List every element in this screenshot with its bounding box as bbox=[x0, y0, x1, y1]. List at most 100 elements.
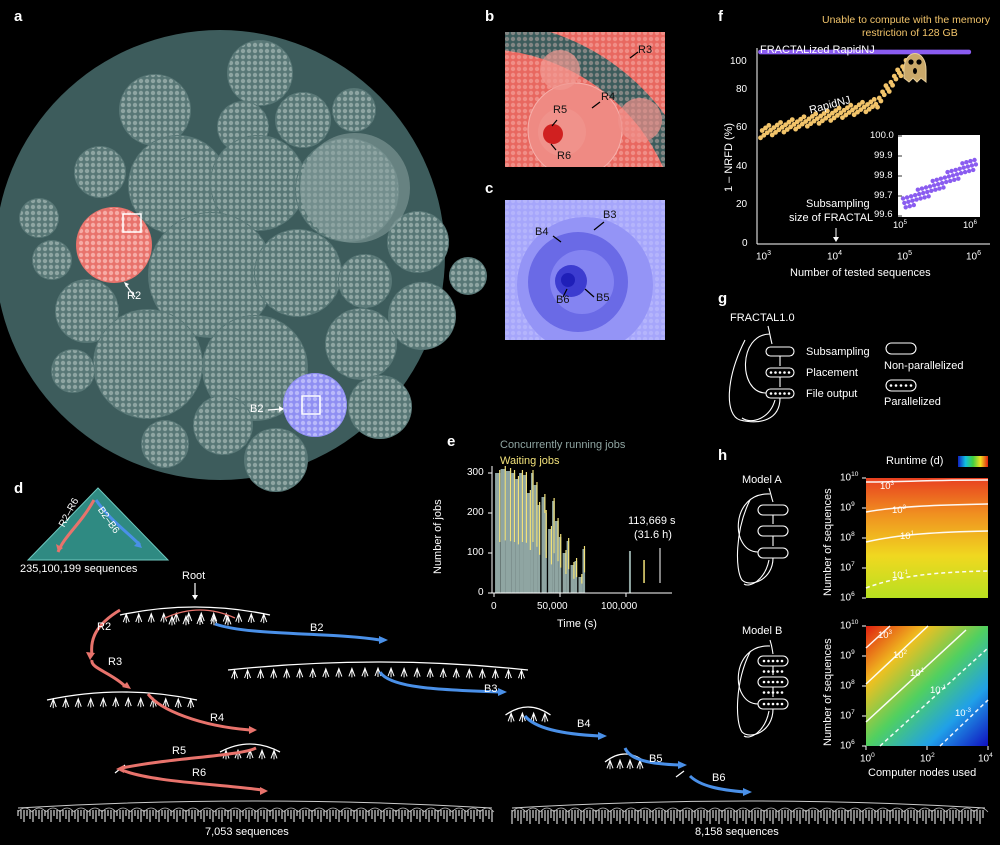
r3-label: R3 bbox=[638, 44, 653, 56]
rapidnj-point bbox=[850, 107, 855, 113]
inset-point bbox=[911, 202, 916, 208]
rapidnj-point bbox=[823, 115, 829, 121]
h-xlabel: Computer nodes used bbox=[868, 767, 977, 779]
h-ylabel-b: Number of sequences bbox=[822, 638, 834, 746]
running-bar bbox=[511, 473, 516, 593]
tree-label-r5: R5 bbox=[172, 745, 187, 757]
r2-zoom-box bbox=[122, 213, 142, 233]
tree-label-r3: R3 bbox=[108, 656, 123, 668]
rapidnj-point bbox=[799, 121, 805, 127]
waiting-bar bbox=[557, 518, 559, 562]
inset-ytick-99.9: 99.9 bbox=[874, 150, 893, 161]
rapidnj-point bbox=[789, 117, 795, 123]
inset-point bbox=[944, 179, 949, 185]
inset-point bbox=[919, 186, 925, 191]
legend-running: Concurrently running jobs bbox=[500, 439, 626, 451]
f-ytick-0: 0 bbox=[742, 238, 748, 249]
running-bar bbox=[548, 529, 553, 593]
e-xtick-0: 0 bbox=[491, 601, 497, 612]
step-placement: Placement bbox=[806, 367, 858, 379]
rapidnj-point bbox=[783, 122, 788, 128]
running-bar bbox=[558, 537, 562, 593]
contour-a-4: 10-1 bbox=[892, 570, 908, 582]
rapidnj-point bbox=[771, 125, 777, 131]
running-bar bbox=[578, 577, 583, 593]
rapidnj-point bbox=[794, 119, 800, 125]
rapidnj-point bbox=[758, 135, 763, 141]
inset-point bbox=[903, 205, 908, 210]
b2-label: B2 bbox=[250, 403, 264, 415]
tree-label-b5: B5 bbox=[649, 753, 663, 765]
panel-label-c: c bbox=[485, 180, 494, 197]
inset-point bbox=[942, 175, 948, 180]
inset-point bbox=[953, 167, 958, 173]
rapidnj-point bbox=[855, 109, 860, 115]
heatmap-model-b bbox=[866, 626, 988, 746]
inset-point bbox=[902, 200, 907, 206]
right-tree-count: 8,158 sequences bbox=[695, 826, 779, 838]
r2-label: R2 bbox=[127, 290, 142, 302]
rapidnj-point bbox=[764, 130, 770, 136]
inset-point bbox=[906, 199, 911, 204]
waiting-bar bbox=[504, 466, 506, 541]
h-xtick-1e0: 100 bbox=[860, 752, 875, 765]
h-ytick: 108 bbox=[840, 531, 855, 544]
inset-point bbox=[956, 176, 961, 181]
rapidnj-point bbox=[830, 110, 835, 116]
panel-label-b: b bbox=[485, 8, 495, 25]
f-xtick-1e6: 106 bbox=[966, 250, 982, 263]
colorbar bbox=[958, 456, 988, 467]
memory-warning-1: Unable to compute with the memory bbox=[822, 14, 991, 26]
e-annotation-1: 113,669 s bbox=[628, 515, 676, 527]
contour-a-3: 101 bbox=[900, 531, 914, 543]
inset-point bbox=[969, 163, 975, 168]
b6-label: B6 bbox=[556, 294, 570, 306]
inset-point bbox=[918, 196, 923, 201]
rapidnj-point bbox=[818, 113, 824, 119]
panel-label-g: g bbox=[718, 290, 728, 307]
panel-label-d: d bbox=[14, 480, 24, 497]
rapidnj-point bbox=[870, 104, 875, 110]
waiting-bar bbox=[545, 510, 547, 558]
tree-label-r2: R2 bbox=[97, 621, 112, 633]
rapidnj-point bbox=[791, 121, 797, 127]
tree-label-b4: B4 bbox=[577, 718, 591, 730]
f-xtick-1e4: 104 bbox=[827, 250, 843, 263]
waiting-bar bbox=[575, 558, 578, 578]
rapidnj-point bbox=[768, 127, 773, 133]
rapidnj-point bbox=[853, 104, 859, 110]
b5-label: B5 bbox=[596, 292, 610, 304]
inset-point bbox=[958, 171, 964, 176]
memory-warning-2: restriction of 128 GB bbox=[862, 27, 958, 39]
f-ytick-40: 40 bbox=[736, 161, 748, 172]
rapidnj-point bbox=[779, 124, 785, 130]
rapidnj-point bbox=[781, 129, 787, 135]
rapidnj-point bbox=[819, 118, 825, 124]
waiting-bar bbox=[560, 534, 562, 568]
inset-point bbox=[945, 169, 950, 175]
e-ytick-100: 100 bbox=[467, 547, 484, 558]
inset-point bbox=[950, 173, 956, 178]
rapidnj-point bbox=[845, 105, 850, 111]
inset-point bbox=[921, 190, 926, 196]
rapidnj-point bbox=[769, 132, 775, 138]
root-label: Root bbox=[182, 570, 206, 582]
rapidnj-point bbox=[863, 109, 869, 115]
e-annotation-2: (31.6 h) bbox=[634, 529, 672, 541]
r6-label: R6 bbox=[557, 150, 572, 162]
panel-label-f: f bbox=[718, 8, 723, 25]
inset-point bbox=[935, 182, 941, 187]
inset-point bbox=[941, 185, 946, 190]
rapidnj-point bbox=[856, 102, 862, 108]
inset-point bbox=[971, 167, 976, 173]
running-bar bbox=[527, 493, 531, 593]
inset-point bbox=[961, 165, 966, 170]
rapidnj-point bbox=[763, 125, 768, 131]
tree-label-b3: B3 bbox=[484, 683, 498, 695]
inset-xtick-1e5: 105 bbox=[893, 220, 907, 232]
waiting-bar bbox=[513, 470, 516, 542]
h-ytick: 107 bbox=[840, 709, 855, 722]
h-ytick: 108 bbox=[840, 679, 855, 692]
